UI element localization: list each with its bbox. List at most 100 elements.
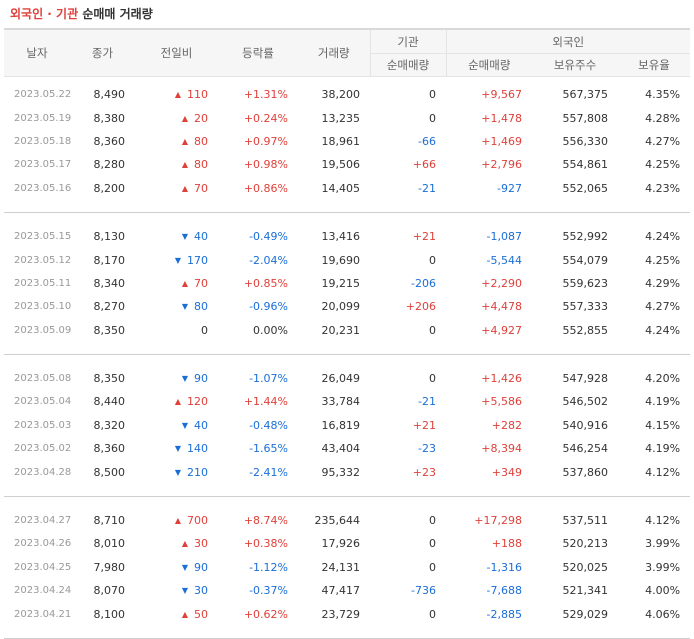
cell-inst-net: -66 — [418, 134, 436, 148]
table-row: 2023.05.11 8,340 ▲ 70 +0.85% 19,215 -206 +2,290… — [4, 272, 690, 295]
cell-change: ▼ 80 — [135, 295, 218, 318]
cell-rate: -2.41% — [249, 465, 288, 479]
col-group-institution: 기관 — [369, 28, 446, 54]
cell-foreign-ratio: 4.19% — [645, 442, 681, 456]
cell-foreign-hold: 546,502 — [562, 395, 609, 409]
cell-change: ▲ 50 — [135, 602, 218, 625]
cell-rate: -0.48% — [249, 418, 288, 432]
cell-foreign-net: -1,087 — [486, 230, 522, 244]
cell-foreign-net: -5,544 — [486, 253, 522, 267]
arrow-up-icon: ▲ — [174, 90, 181, 100]
cell-date: 2023.04.21 — [14, 608, 72, 620]
cell-change-value: 0 — [201, 323, 208, 337]
cell-volume: 26,049 — [321, 372, 361, 386]
arrow-down-icon: ▼ — [181, 302, 188, 312]
cell-foreign-hold: 552,992 — [562, 230, 609, 244]
table-row: 2023.05.02 8,360 ▼ 140 -1.65% 43,404 -23 +8,394… — [4, 437, 690, 460]
cell-change: ▲ 700 — [135, 509, 218, 532]
cell-volume: 47,417 — [321, 584, 361, 598]
table-row: 2023.04.24 8,070 ▼ 30 -0.37% 47,417 -736 -7,688… — [4, 579, 690, 602]
cell-inst-net: 0 — [429, 514, 436, 528]
cell-close: 8,200 — [93, 181, 126, 195]
arrow-down-icon: ▼ — [174, 467, 181, 477]
cell-foreign-ratio: 4.25% — [645, 158, 681, 172]
arrow-up-icon: ▲ — [174, 516, 181, 526]
cell-foreign-net: +4,927 — [481, 323, 522, 337]
cell-rate: +1.31% — [243, 88, 288, 102]
col-change: 전일비 — [135, 28, 218, 77]
cell-rate: -1.12% — [249, 560, 288, 574]
cell-change: ▲ 70 — [135, 177, 218, 200]
cell-rate: -0.96% — [249, 300, 288, 314]
cell-date: 2023.05.16 — [14, 182, 72, 194]
arrow-up-icon: ▲ — [181, 539, 188, 549]
cell-foreign-net: -927 — [497, 181, 522, 195]
cell-close: 8,350 — [93, 323, 126, 337]
cell-foreign-hold: 554,861 — [562, 158, 609, 172]
cell-change: ▲ 80 — [135, 130, 218, 153]
cell-foreign-ratio: 4.24% — [645, 230, 681, 244]
cell-change-value: 40 — [194, 230, 208, 244]
cell-volume: 43,404 — [321, 442, 361, 456]
cell-volume: 23,729 — [321, 607, 361, 621]
arrow-down-icon: ▼ — [174, 255, 181, 265]
cell-change: ▲ 20 — [135, 106, 218, 129]
cell-rate: +0.97% — [243, 134, 288, 148]
cell-volume: 33,784 — [321, 395, 361, 409]
panel-title: 외국인 · 기관 순매매 거래량 — [4, 0, 690, 28]
arrow-down-icon: ▼ — [174, 444, 181, 454]
cell-date: 2023.04.25 — [14, 561, 72, 573]
table-row: 2023.04.25 7,980 ▼ 90 -1.12% 24,131 0 -1,316 520… — [4, 556, 690, 579]
cell-rate: -0.49% — [249, 230, 288, 244]
arrow-up-icon: ▲ — [181, 136, 188, 146]
cell-volume: 13,416 — [321, 230, 361, 244]
cell-change-value: 140 — [187, 442, 208, 456]
cell-change: ▲ 30 — [135, 532, 218, 555]
cell-change: ▼ 170 — [135, 248, 218, 271]
arrow-down-icon: ▼ — [181, 232, 188, 242]
cell-change-value: 170 — [187, 253, 208, 267]
cell-foreign-ratio: 4.12% — [645, 514, 681, 528]
table-row: 2023.05.09 8,350 0 0.00% 20,231 0 +4,927 552,85… — [4, 319, 690, 342]
cell-change: ▼ 90 — [135, 367, 218, 390]
cell-foreign-net: +188 — [491, 537, 522, 551]
table-row: 2023.05.22 8,490 ▲ 110 +1.31% 38,200 0 +9,567 56… — [4, 83, 690, 106]
cell-close: 8,440 — [93, 395, 126, 409]
arrow-up-icon: ▲ — [181, 183, 188, 193]
cell-close: 8,100 — [93, 607, 126, 621]
cell-foreign-hold: 529,029 — [562, 607, 609, 621]
cell-change-value: 30 — [194, 584, 208, 598]
cell-close: 8,340 — [93, 276, 126, 290]
cell-date: 2023.05.08 — [14, 373, 72, 385]
cell-inst-net: 0 — [429, 372, 436, 386]
cell-volume: 13,235 — [321, 111, 361, 125]
cell-change: ▼ 210 — [135, 460, 218, 483]
cell-foreign-hold: 552,855 — [562, 323, 609, 337]
table-row: 2023.05.15 8,130 ▼ 40 -0.49% 13,416 +21 -1,087 5… — [4, 225, 690, 248]
cell-change: ▲ 120 — [135, 390, 218, 413]
cell-change-value: 80 — [194, 158, 208, 172]
cell-volume: 20,231 — [321, 323, 361, 337]
cell-date: 2023.04.24 — [14, 585, 72, 597]
table-row: 2023.05.19 8,380 ▲ 20 +0.24% 13,235 0 +1,478 557… — [4, 106, 690, 129]
cell-inst-net: +206 — [405, 300, 436, 314]
cell-inst-net: -23 — [418, 442, 436, 456]
cell-change: ▼ 140 — [135, 437, 218, 460]
col-date: 날자 — [4, 28, 70, 77]
group-divider — [4, 353, 691, 355]
arrow-up-icon: ▲ — [181, 160, 188, 170]
cell-change: ▲ 70 — [135, 272, 218, 295]
cell-foreign-hold: 537,511 — [562, 514, 609, 528]
cell-change: ▼ 40 — [135, 414, 218, 437]
cell-foreign-hold: 567,375 — [562, 88, 609, 102]
cell-inst-net: -21 — [418, 181, 436, 195]
cell-inst-net: -736 — [411, 584, 436, 598]
cell-change: ▲ 110 — [135, 83, 218, 106]
cell-inst-net: -206 — [411, 276, 436, 290]
cell-foreign-net: +1,478 — [481, 111, 522, 125]
group-divider — [4, 637, 691, 639]
cell-date: 2023.04.27 — [14, 515, 72, 527]
cell-change: ▼ 30 — [135, 579, 218, 602]
cell-foreign-net: +8,394 — [481, 442, 522, 456]
cell-rate: -2.04% — [249, 253, 288, 267]
